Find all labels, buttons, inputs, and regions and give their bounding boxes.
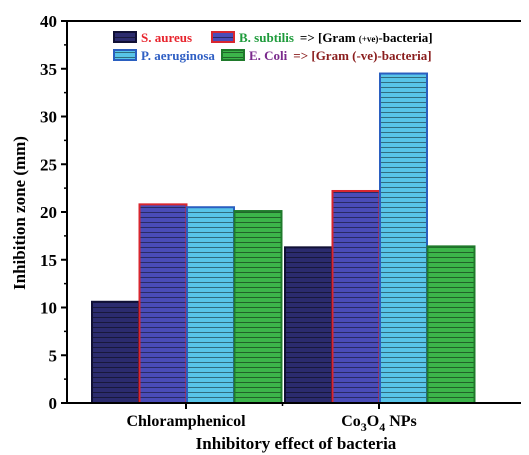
y-tick-label: 10: [40, 299, 57, 318]
x-category-label: Chloramphenicol: [126, 413, 246, 430]
bar-stripes: [140, 205, 186, 402]
bar-stripes: [235, 212, 281, 402]
legend-label: E. Coli: [249, 48, 288, 63]
x-category-label: Co3O4 NPs: [341, 413, 417, 434]
y-tick-label: 40: [40, 12, 57, 31]
bar-stripes: [333, 191, 379, 402]
y-axis-title: Inhibition zone (mm): [10, 136, 29, 290]
y-tick-label: 35: [40, 60, 57, 79]
legend-gram-note: => [Gram (-ve)-bacteria]: [293, 48, 431, 63]
legend-label: P. aeruginosa: [141, 48, 215, 63]
y-tick-label: 5: [49, 346, 58, 365]
x-axis-title: Inhibitory effect of bacteria: [196, 434, 397, 453]
bar-stripes: [381, 74, 426, 403]
legend-swatch-stripes: [115, 51, 135, 59]
y-tick-label: 25: [40, 155, 57, 174]
bars-layer: [91, 72, 476, 405]
legend-swatch-stripes: [115, 33, 135, 41]
y-tick-label: 30: [40, 108, 57, 127]
bar-stripes: [286, 248, 331, 402]
legend-label: B. subtilis: [239, 30, 294, 45]
bar-stripes: [428, 247, 474, 402]
axes: 0 5 10 15 20 25 30 35 40 Chloramphenicol Co3O4 NPs: [40, 12, 521, 434]
y-tick-label: 15: [40, 251, 57, 270]
legend-swatch-stripes: [213, 33, 233, 41]
y-tick-label: 0: [49, 394, 58, 413]
bar-stripes: [93, 302, 138, 402]
legend-swatch-stripes: [223, 51, 243, 59]
y-tick-label: 20: [40, 203, 57, 222]
legend-gram-note: => [Gram (+ve)-bacteria]: [300, 30, 433, 45]
legend-label: S. aureus: [141, 30, 192, 45]
legend: S. aureus B. subtilis => [Gram (+ve)-bacte…: [113, 30, 433, 63]
bar-stripes: [188, 208, 233, 402]
